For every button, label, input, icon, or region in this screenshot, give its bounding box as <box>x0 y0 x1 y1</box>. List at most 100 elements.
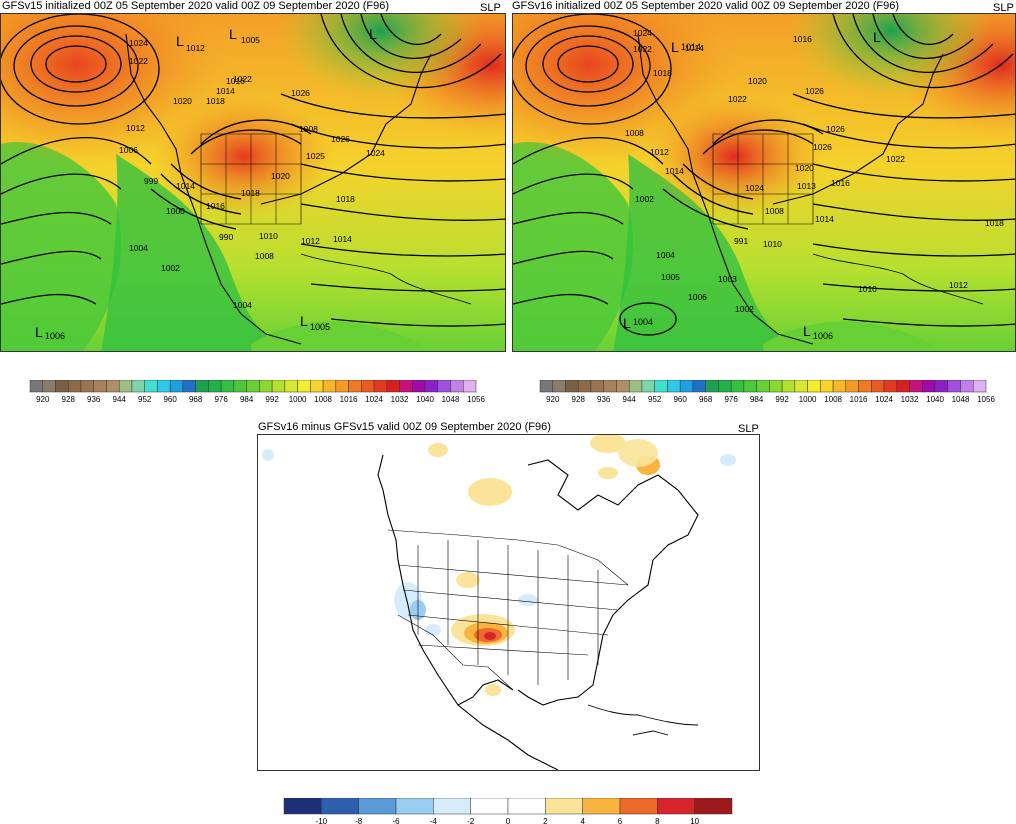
contour-label: 1014 <box>665 166 684 176</box>
colorbar-swatch <box>947 380 961 393</box>
colorbar-tick-label: 2 <box>543 817 548 824</box>
contour-label: 1000 <box>166 206 185 216</box>
contour-label: 1005 <box>661 272 680 282</box>
colorbar-swatch <box>463 380 477 393</box>
contour-label: 1024 <box>129 38 148 48</box>
slp-map-gfsv15: 1024 1022 1012 1005 1014 1016 1022 1020 … <box>0 13 506 352</box>
contour-label: 999 <box>144 176 158 186</box>
colorbar-tick-label: 992 <box>775 395 789 404</box>
slp-map-gfsv15-svg: 1024 1022 1012 1005 1014 1016 1022 1020 … <box>1 14 505 351</box>
contour-label: 1016 <box>793 34 812 44</box>
colorbar-swatch <box>437 380 451 393</box>
low-value: 1006 <box>45 331 65 341</box>
colorbar-swatch <box>883 380 898 393</box>
diff-panel-variable: SLP <box>738 423 759 435</box>
colorbar-tick-label: 0 <box>506 817 511 824</box>
colorbar-tick-label: 1024 <box>875 395 893 404</box>
colorbar-swatch <box>820 380 834 393</box>
colorbar-swatch <box>220 380 235 393</box>
contour-label: 1018 <box>241 188 260 198</box>
colorbar-tick-label: 944 <box>113 395 127 404</box>
colorbar-swatch <box>794 380 808 393</box>
colorbar-swatch <box>730 380 745 393</box>
colorbar-swatch <box>118 380 133 393</box>
colorbar-tick-label: 1000 <box>289 395 307 404</box>
low-value: 1004 <box>633 317 653 327</box>
colorbar-tick-label: 1008 <box>314 395 332 404</box>
colorbar-tick-label: 1008 <box>824 395 842 404</box>
contour-label: 1012 <box>949 280 968 290</box>
colorbar-tick-label: 936 <box>597 395 611 404</box>
colorbar-tick-label: 6 <box>618 817 623 824</box>
colorbar-swatch <box>922 380 936 393</box>
contour-label: 1024 <box>366 148 385 158</box>
colorbar-swatch <box>577 380 592 393</box>
colorbar-swatch <box>582 798 621 815</box>
contour-label: 1022 <box>633 44 652 54</box>
colorbar-swatch <box>233 380 247 393</box>
contour-label: 1010 <box>763 239 782 249</box>
colorbar-tick-label: 10 <box>690 817 699 824</box>
contour-label: 1026 <box>331 134 350 144</box>
colorbar-swatch <box>909 380 923 393</box>
contour-label: 1018 <box>653 68 672 78</box>
slp-map-gfsv16-svg: 1024 1022 1014 1016 1018 1020 1022 1026 … <box>513 14 1015 351</box>
difference-shading <box>262 435 736 696</box>
colorbar-tick-label: 976 <box>214 395 228 404</box>
contour-label: 1018 <box>985 218 1004 228</box>
colorbar-swatch <box>182 380 196 393</box>
colorbar-swatch <box>246 380 260 393</box>
low-marker: L <box>803 323 811 339</box>
colorbar-swatch <box>845 380 859 393</box>
colorbar-swatch <box>934 380 949 393</box>
contour-label: 1014 <box>176 181 195 191</box>
colorbar-swatch <box>67 380 82 393</box>
colorbar-swatch <box>545 798 583 815</box>
slp-colorbar-right: 920 928 936 944 952 960 968 976 984 992 1000 1008 10… <box>539 380 995 404</box>
contour-label: 1002 <box>635 194 654 204</box>
contour-label: 1022 <box>728 94 747 104</box>
slp-difference-map <box>257 434 760 771</box>
contour-label: 1010 <box>858 284 877 294</box>
colorbar-tick-label: 952 <box>138 395 152 404</box>
colorbar-tick-label: 920 <box>546 395 560 404</box>
colorbar-swatch <box>283 798 322 815</box>
colorbar-swatch <box>424 380 439 393</box>
contour-label: 1006 <box>688 292 707 302</box>
low-marker: L <box>873 29 881 45</box>
slp-colorbar-left: 920 928 936 944 952 960 968 976 984 992 1000 1008 10… <box>29 380 485 404</box>
colorbar-tick-label: -6 <box>392 817 400 824</box>
colorbar-swatch <box>896 380 910 393</box>
contour-label: 1016 <box>226 76 245 86</box>
colorbar-tick-label: -2 <box>467 817 475 824</box>
colorbar-swatch <box>858 380 872 393</box>
colorbar-tick-label: 944 <box>623 395 637 404</box>
colorbar-tick-label: -8 <box>355 817 363 824</box>
colorbar-tick-label: 1040 <box>416 395 434 404</box>
contour-label: 1005 <box>241 35 260 45</box>
colorbar-swatch <box>619 798 658 815</box>
colorbar-swatch <box>641 380 655 393</box>
diff-colorbar: -10 -8 -6 -4 -2 0 2 4 6 8 10 <box>283 798 733 824</box>
contour-label: 1014 <box>815 214 834 224</box>
panel-title-gfsv15: GFSv15 initialized 00Z 05 September 2020… <box>2 0 390 12</box>
colorbar-swatch <box>361 380 375 393</box>
colorbar-swatch <box>284 380 298 393</box>
panel-variable-gfsv15: SLP <box>480 2 501 14</box>
colorbar-tick-label: 1016 <box>850 395 868 404</box>
contour-label: 1022 <box>129 56 148 66</box>
colorbar-swatch <box>743 380 757 393</box>
contour-label: 1018 <box>206 96 225 106</box>
colorbar-swatch <box>80 380 94 393</box>
contour-label: 1016 <box>206 201 225 211</box>
colorbar-swatch <box>590 380 604 393</box>
contour-label: 1020 <box>795 163 814 173</box>
colorbar-tick-label: 1056 <box>977 395 995 404</box>
colorbar-tick-label: 1048 <box>442 395 460 404</box>
colorbar-swatch <box>433 798 471 815</box>
colorbar-swatch <box>756 380 770 393</box>
contour-label: 1012 <box>126 123 145 133</box>
contour-label: 1004 <box>129 243 148 253</box>
colorbar-swatch <box>386 380 400 393</box>
colorbar-swatch <box>781 380 796 393</box>
